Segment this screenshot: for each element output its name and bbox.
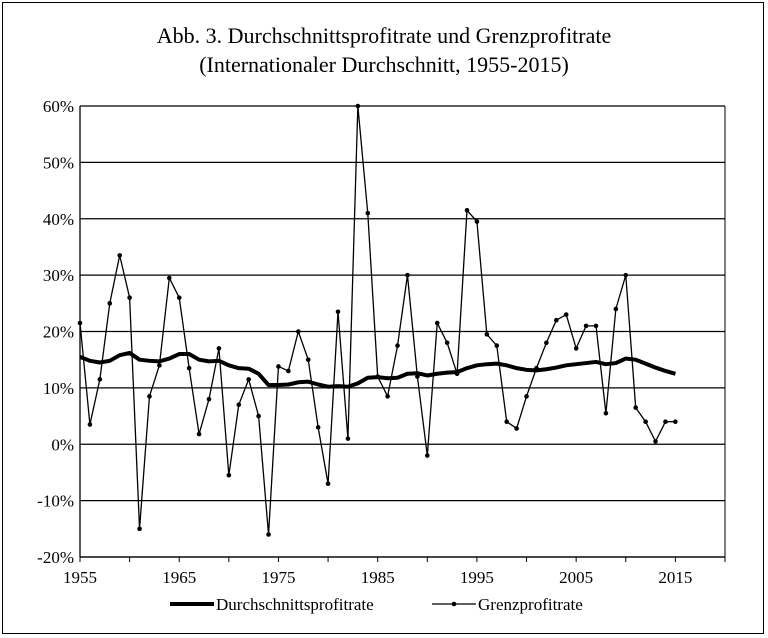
point-grenzprofitrate (573, 346, 579, 351)
point-grenzprofitrate (663, 419, 668, 425)
point-grenzprofitrate (355, 103, 361, 109)
point-grenzprofitrate (365, 210, 371, 216)
point-grenzprofitrate (444, 340, 450, 346)
point-grenzprofitrate (315, 425, 321, 430)
y-axis-tick-labels: -20% -10% 0% 10% 20% 30% 40% 50% 60% (37, 97, 74, 567)
point-grenzprofitrate (464, 207, 470, 213)
point-grenzprofitrate (206, 396, 212, 402)
point-grenzprofitrate (345, 436, 351, 441)
legend-label-grenzprofitrate: Grenzprofitrate (478, 595, 583, 614)
point-grenzprofitrate (335, 309, 341, 315)
y-tick-label: -20% (37, 548, 74, 567)
point-grenzprofitrate (157, 363, 162, 368)
point-grenzprofitrate (127, 295, 132, 300)
point-grenzprofitrate (375, 374, 380, 379)
point-grenzprofitrate (286, 368, 291, 374)
point-grenzprofitrate (524, 394, 529, 399)
point-grenzprofitrate (147, 394, 152, 399)
series-grenzprofitrate (77, 103, 678, 537)
y-tick-label: 0% (51, 435, 74, 454)
point-grenzprofitrate (385, 394, 390, 399)
x-tick-label: 2015 (658, 568, 692, 587)
line-grenzprofitrate (79, 105, 676, 535)
point-grenzprofitrate (97, 377, 103, 382)
point-grenzprofitrate (305, 357, 311, 362)
point-grenzprofitrate (196, 431, 202, 437)
point-grenzprofitrate (534, 365, 539, 371)
point-grenzprofitrate (603, 410, 609, 416)
y-tick-label: -10% (37, 492, 74, 511)
point-grenzprofitrate (494, 343, 500, 348)
point-grenzprofitrate (107, 301, 113, 306)
axes (79, 106, 726, 562)
point-grenzprofitrate (256, 413, 261, 419)
point-grenzprofitrate (434, 320, 440, 326)
point-grenzprofitrate (514, 426, 519, 431)
x-tick-label: 1955 (63, 568, 97, 587)
y-tick-label: 10% (43, 379, 74, 398)
point-grenzprofitrate (593, 323, 599, 329)
point-grenzprofitrate (266, 532, 271, 537)
point-grenzprofitrate (167, 275, 172, 281)
point-grenzprofitrate (186, 365, 192, 371)
point-grenzprofitrate (176, 295, 182, 300)
point-grenzprofitrate (137, 526, 142, 532)
legend: Durchschnittsprofitrate Grenzprofitrate (170, 595, 583, 614)
point-grenzprofitrate (563, 312, 569, 317)
y-tick-label: 40% (43, 210, 74, 229)
point-grenzprofitrate (405, 272, 410, 278)
x-tick-label: 1975 (261, 568, 295, 587)
point-grenzprofitrate (474, 219, 480, 224)
x-tick-label: 2005 (559, 568, 593, 587)
point-grenzprofitrate (633, 405, 638, 410)
point-grenzprofitrate (504, 419, 509, 425)
point-grenzprofitrate (583, 323, 589, 329)
y-tick-label: 50% (43, 153, 74, 172)
point-grenzprofitrate (454, 371, 460, 377)
point-grenzprofitrate (554, 317, 559, 323)
y-tick-label: 20% (43, 323, 74, 342)
y-tick-label: 60% (43, 97, 74, 116)
point-grenzprofitrate (246, 377, 251, 382)
x-tick-label: 1995 (460, 568, 494, 587)
point-grenzprofitrate (673, 419, 678, 425)
point-grenzprofitrate (613, 306, 619, 312)
point-grenzprofitrate (276, 364, 281, 369)
point-grenzprofitrate (395, 343, 400, 348)
point-grenzprofitrate (653, 439, 658, 444)
legend-label-durchschnittsprofitrate: Durchschnittsprofitrate (216, 595, 374, 614)
point-grenzprofitrate (117, 253, 122, 258)
point-grenzprofitrate (77, 320, 83, 326)
x-tick-label: 1965 (162, 568, 196, 587)
point-grenzprofitrate (216, 346, 222, 351)
y-tick-label: 30% (43, 266, 74, 285)
gridlines (80, 105, 725, 558)
chart-subtitle: (Internationaler Durchschnitt, 1955-2015… (199, 52, 569, 77)
point-grenzprofitrate (643, 419, 648, 425)
x-tick-label: 1985 (361, 568, 395, 587)
point-grenzprofitrate (484, 332, 490, 337)
point-grenzprofitrate (236, 402, 242, 408)
point-grenzprofitrate (226, 472, 232, 478)
chart-title: Abb. 3. Durchschnittsprofitrate und Gren… (156, 23, 612, 48)
point-grenzprofitrate (544, 340, 549, 346)
legend-marker-grenzprofitrate (451, 601, 457, 607)
point-grenzprofitrate (623, 272, 629, 278)
point-grenzprofitrate (425, 453, 430, 458)
x-axis-tick-labels: 1955 1965 1975 1985 1995 2005 2015 (63, 568, 692, 587)
point-grenzprofitrate (415, 374, 420, 379)
point-grenzprofitrate (296, 329, 301, 334)
point-grenzprofitrate (325, 481, 331, 487)
point-grenzprofitrate (87, 422, 93, 427)
